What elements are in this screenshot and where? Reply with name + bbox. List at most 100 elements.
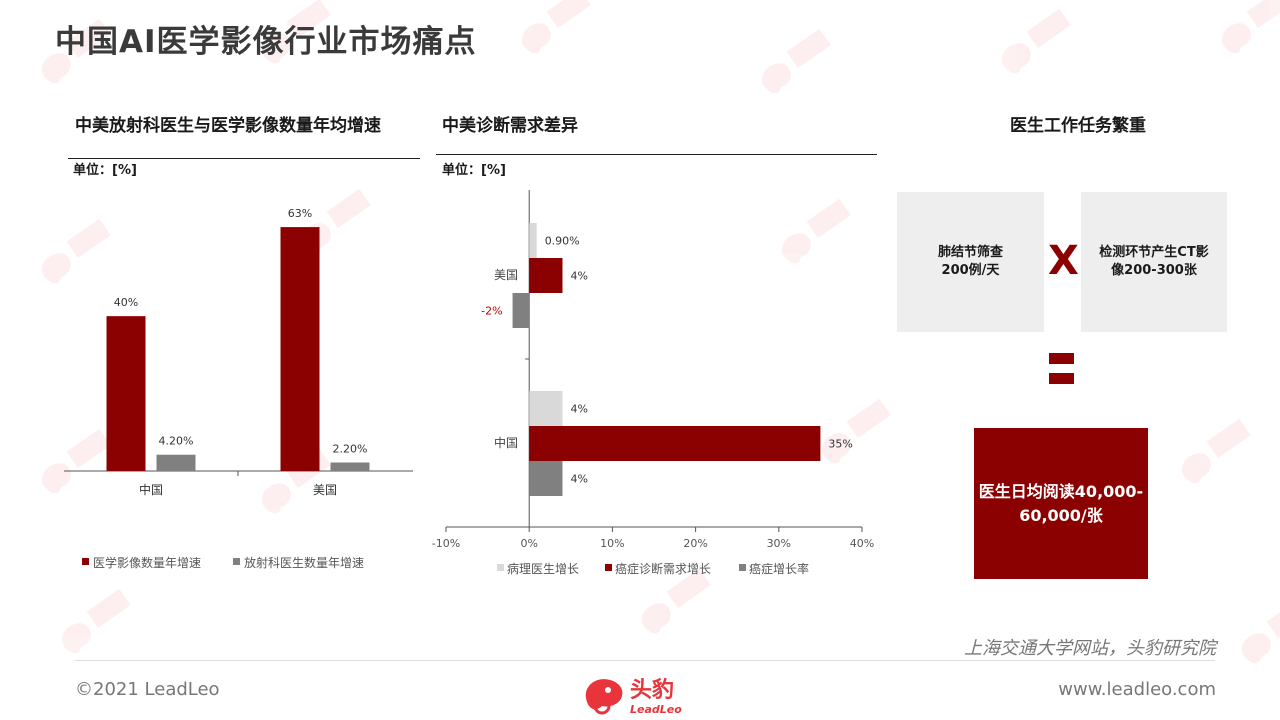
watermark-leopard-icon bbox=[1181, 453, 1211, 484]
lung-nodule-box: 肺结节筛查 200例/天 bbox=[897, 192, 1044, 332]
watermark-leopard-icon bbox=[41, 463, 71, 494]
watermark-leopard-icon bbox=[761, 63, 791, 94]
chart1-data-label: 63% bbox=[288, 207, 312, 220]
watermark-leopard-icon bbox=[821, 433, 851, 464]
watermark-logo-block bbox=[326, 188, 371, 229]
lung-nodule-line1: 肺结节筛查 bbox=[937, 245, 1003, 260]
daily-reading-line2: 60,000/张 bbox=[1019, 505, 1103, 525]
watermark-leopard-icon bbox=[261, 33, 291, 64]
chart2-legend-label: 病理医生增长 bbox=[507, 561, 579, 576]
chart1-legend-swatch bbox=[82, 558, 89, 565]
watermark-logo-block bbox=[86, 588, 131, 629]
equals-icon-bottom bbox=[1049, 373, 1074, 384]
ct-image-line2: 像200-300张 bbox=[1111, 263, 1197, 278]
watermark-mark bbox=[41, 18, 111, 84]
watermark-logo-block bbox=[66, 18, 111, 59]
chart2-data-label: 4% bbox=[570, 403, 587, 416]
chart2-bar bbox=[529, 391, 563, 426]
chart2-legend-label: 癌症增长率 bbox=[749, 561, 809, 576]
footer-divider bbox=[75, 660, 1215, 661]
chart1-category-label: 美国 bbox=[313, 483, 337, 497]
chart1-legend-swatch bbox=[233, 558, 240, 565]
chart2-bar bbox=[529, 461, 563, 496]
daily-reading-box: 医生日均阅读40,000- 60,000/张 bbox=[974, 428, 1148, 579]
chart2-bar bbox=[512, 293, 530, 328]
chart2-bar bbox=[529, 426, 821, 461]
chart1-bar bbox=[330, 462, 370, 471]
chart2-legend-swatch bbox=[497, 564, 504, 571]
watermark-leopard-icon bbox=[41, 253, 71, 284]
chart1-category-label: 中国 bbox=[139, 482, 163, 497]
watermark-mark bbox=[1181, 418, 1251, 484]
website: www.leadleo.com bbox=[1058, 679, 1216, 700]
watermark-mark bbox=[821, 398, 891, 464]
watermark-leopard-icon bbox=[1221, 23, 1251, 54]
chart1-legend-label: 放射科医生数量年增速 bbox=[244, 555, 364, 570]
watermark-leopard-icon bbox=[641, 603, 671, 634]
equals-icon-top bbox=[1049, 353, 1074, 364]
leadleo-logo: 头豹 LeadLeo bbox=[580, 668, 710, 716]
chart2-data-label: 35% bbox=[828, 438, 852, 451]
watermark-leopard-icon bbox=[521, 23, 551, 54]
watermark-leopard-icon bbox=[261, 483, 291, 514]
ct-image-box: 检测环节产生CT影 像200-300张 bbox=[1081, 192, 1227, 332]
chart2-x-tick-label: 20% bbox=[683, 537, 707, 550]
watermark-logo-block bbox=[546, 0, 591, 29]
watermark-logo-block bbox=[666, 568, 711, 609]
watermark-mark bbox=[41, 218, 111, 284]
watermark-logo-block bbox=[1246, 0, 1280, 29]
chart1-unit: 单位：[%] bbox=[73, 163, 137, 178]
watermark-leopard-icon bbox=[41, 53, 71, 84]
chart1-bar bbox=[106, 316, 146, 471]
watermark-logo-block bbox=[286, 0, 331, 39]
chart2-bar bbox=[529, 258, 563, 293]
watermark-mark bbox=[1221, 0, 1280, 54]
chart2-x-tick-label: 40% bbox=[850, 537, 874, 550]
logo-cn-text: 头豹 bbox=[630, 677, 674, 703]
watermark-leopard-icon bbox=[1001, 43, 1031, 74]
multiply-icon: X bbox=[1048, 238, 1079, 284]
chart2-x-tick-label: -10% bbox=[432, 537, 460, 550]
chart2-data-label: 4% bbox=[570, 473, 587, 486]
chart1-legend-label: 医学影像数量年增速 bbox=[93, 555, 201, 570]
workload-title: 医生工作任务繁重 bbox=[1010, 116, 1146, 136]
daily-reading-line1: 医生日均阅读40,000- bbox=[978, 481, 1144, 501]
lung-nodule-line2: 200例/天 bbox=[941, 263, 1000, 278]
watermark-logo-block bbox=[66, 428, 111, 469]
chart2-category-label: 美国 bbox=[494, 268, 518, 282]
logo-en-text: LeadLeo bbox=[630, 703, 682, 716]
watermark-mark bbox=[761, 28, 831, 94]
watermark-mark bbox=[61, 588, 131, 654]
leopard-logo-icon: 头豹 LeadLeo bbox=[585, 677, 682, 716]
watermark-mark bbox=[641, 568, 711, 634]
chart1-data-label: 40% bbox=[114, 296, 138, 309]
chart2-data-label: -2% bbox=[481, 305, 502, 318]
watermark-logo-block bbox=[786, 28, 831, 69]
chart1-bar bbox=[156, 454, 196, 471]
watermark-mark bbox=[781, 198, 851, 264]
watermark-mark bbox=[1241, 598, 1280, 664]
watermark-leopard-icon bbox=[781, 233, 811, 264]
watermark-logo-block bbox=[806, 198, 851, 239]
page-title: 中国AI医学影像行业市场痛点 bbox=[55, 24, 477, 60]
chart2-title: 中美诊断需求差异 bbox=[442, 116, 578, 136]
copyright: ©2021 LeadLeo bbox=[75, 679, 220, 700]
watermark-mark bbox=[261, 0, 331, 64]
chart2-category-label: 中国 bbox=[494, 435, 518, 450]
chart2-x-tick-label: 10% bbox=[600, 537, 624, 550]
watermark-mark bbox=[1001, 8, 1071, 74]
chart1-data-label: 2.20% bbox=[333, 442, 368, 455]
chart2-legend-swatch bbox=[739, 564, 746, 571]
chart2-legend-label: 癌症诊断需求增长 bbox=[615, 561, 711, 576]
watermark-logo-block bbox=[846, 398, 891, 439]
chart2-unit: 单位：[%] bbox=[442, 163, 506, 178]
chart1-title: 中美放射科医生与医学影像数量年均增速 bbox=[75, 116, 381, 136]
chart2-x-tick-label: 0% bbox=[520, 537, 537, 550]
watermark-leopard-icon bbox=[61, 623, 91, 654]
chart1-data-label: 4.20% bbox=[159, 435, 194, 448]
chart1-bar bbox=[280, 227, 320, 471]
watermark-logo-block bbox=[1206, 418, 1251, 459]
chart2-title-rule bbox=[436, 154, 877, 155]
